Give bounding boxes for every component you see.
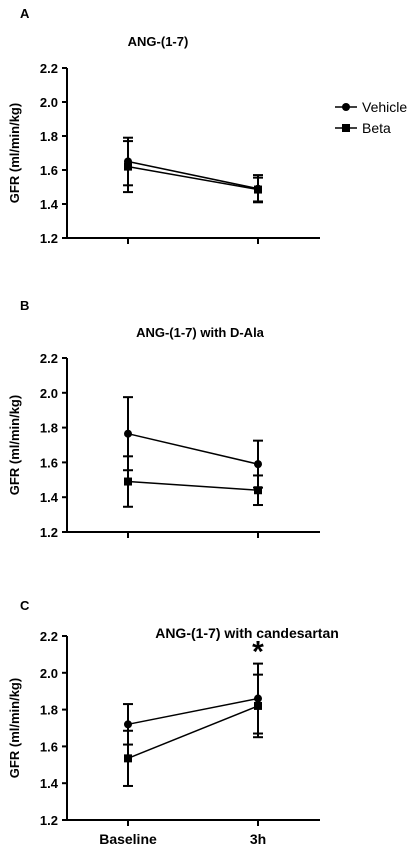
y-tick-label: 2.0 [40, 95, 58, 110]
y-tick-label: 1.8 [40, 421, 58, 436]
series-vehicle [123, 396, 263, 489]
panel-letter: C [20, 598, 30, 613]
data-point-beta [124, 754, 132, 763]
legend-marker-circle [342, 103, 350, 111]
series-line [127, 697, 259, 726]
significance-asterisk: * [252, 636, 264, 669]
y-tick-label: 1.2 [40, 525, 58, 540]
legend-label: Beta [362, 120, 391, 136]
data-point-vehicle [124, 429, 132, 438]
y-tick-label: 1.4 [40, 197, 59, 212]
chart-panel-c: C ANG-(1-7) with candesartan 1.2 1.4 1.6 1.8 2… [7, 598, 339, 847]
y-tick-label: 1.6 [40, 163, 58, 178]
y-tick-label: 2.0 [40, 666, 58, 681]
data-point-beta [254, 701, 262, 710]
data-point-vehicle [254, 460, 262, 469]
x-tick-label: Baseline [99, 831, 157, 847]
series-line [127, 480, 259, 491]
y-axis-label: GFR (ml/min/kg) [7, 103, 22, 203]
x-tick-label: 3h [250, 831, 266, 847]
y-tick-label: 1.6 [40, 455, 58, 470]
y-tick-label: 1.8 [40, 129, 58, 144]
y-tick-label: 1.6 [40, 739, 58, 754]
series-line [127, 432, 259, 465]
y-tick-label: 1.2 [40, 231, 58, 246]
data-point-beta [124, 162, 132, 171]
y-tick-label: 1.8 [40, 703, 58, 718]
y-axis-label: GFR (ml/min/kg) [7, 395, 22, 495]
series-beta [123, 673, 263, 787]
y-tick-label: 2.0 [40, 386, 58, 401]
panel-letter: B [20, 298, 29, 313]
data-point-beta [124, 477, 132, 486]
y-axis-label: GFR (ml/min/kg) [7, 678, 22, 778]
y-tick-label: 2.2 [40, 61, 58, 76]
panel-letter: A [20, 6, 30, 21]
series-line [127, 165, 259, 191]
series-beta [123, 140, 263, 203]
chart-panel-a: A ANG-(1-7) 1.2 1.4 1.6 1.8 2.0 2.2 GFR (ml/min/… [7, 6, 320, 246]
panel-title: ANG-(1-7) with D-Ala [136, 325, 265, 340]
data-point-beta [254, 185, 262, 194]
chart-panel-b: B ANG-(1-7) with D-Ala 1.2 1.4 1.6 1.8 2.0 2.2 G… [7, 298, 320, 540]
legend-label: Vehicle [362, 99, 407, 115]
panel-title: ANG-(1-7) with candesartan [155, 625, 339, 641]
y-tick-label: 1.4 [40, 490, 59, 505]
legend: Vehicle Beta [335, 99, 407, 136]
y-tick-label: 1.4 [40, 776, 59, 791]
panel-title: ANG-(1-7) [128, 34, 189, 49]
series-beta [123, 455, 263, 508]
y-tick-label: 2.2 [40, 629, 58, 644]
legend-marker-square [342, 124, 350, 132]
series-line [127, 160, 259, 190]
y-tick-label: 1.2 [40, 813, 58, 828]
y-tick-label: 2.2 [40, 351, 58, 366]
data-point-beta [254, 486, 262, 495]
series-line [127, 705, 259, 760]
data-point-vehicle [124, 720, 132, 729]
